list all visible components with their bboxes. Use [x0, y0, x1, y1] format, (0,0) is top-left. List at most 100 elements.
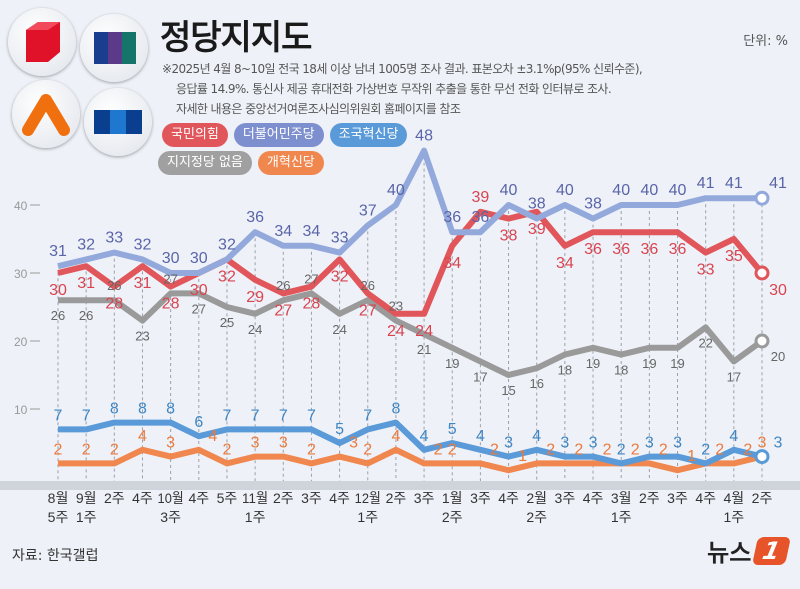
data-label: 38 — [528, 196, 546, 213]
x-tick-label: 3주 — [301, 490, 322, 506]
data-label: 7 — [279, 407, 288, 424]
data-label: 2 — [631, 441, 640, 458]
data-label: 2 — [307, 441, 316, 458]
data-label: 5 — [448, 421, 457, 438]
data-label: 39 — [472, 189, 490, 206]
data-label: 26 — [276, 278, 290, 293]
data-label: 3 — [774, 435, 783, 452]
data-label: 25 — [220, 315, 234, 330]
rebuilding-korea-party-logo — [84, 88, 152, 156]
data-label: 27 — [359, 302, 377, 319]
x-tick-label: 12월 — [355, 490, 381, 506]
data-label: 32 — [218, 268, 236, 285]
data-label: 2 — [617, 441, 626, 458]
x-tick-label: 5주 — [48, 509, 69, 525]
data-label: 41 — [769, 175, 787, 192]
x-tick-label: 3주 — [160, 509, 181, 525]
data-label: 30 — [190, 250, 208, 267]
data-label: 26 — [107, 278, 121, 293]
data-label: 7 — [363, 407, 372, 424]
data-label: 2 — [223, 441, 232, 458]
data-label: 7 — [82, 407, 91, 424]
data-label: 31 — [134, 275, 152, 292]
data-label: 30 — [769, 282, 787, 299]
brand-mark: 1 — [752, 536, 791, 565]
data-label: 36 — [246, 209, 264, 226]
data-label: 35 — [725, 248, 743, 265]
data-label: 23 — [135, 329, 149, 344]
data-label: 24 — [248, 322, 262, 337]
democratic-party-logo — [80, 14, 148, 82]
data-label: 22 — [698, 335, 712, 350]
data-label: 2 — [434, 441, 443, 458]
x-tick-label: 2주 — [639, 490, 660, 506]
data-label: 27 — [304, 271, 318, 286]
series-line — [57, 208, 765, 317]
data-label: 34 — [274, 223, 292, 240]
x-tick-label: 2주 — [752, 490, 773, 506]
data-label: 32 — [331, 268, 349, 285]
data-label: 16 — [529, 376, 543, 391]
x-tick-label: 2주 — [442, 509, 463, 525]
page-title: 정당지지도 — [160, 18, 312, 58]
data-label: 2 — [363, 441, 372, 458]
data-label: 34 — [303, 223, 321, 240]
data-label: 33 — [105, 230, 123, 247]
data-label: 31 — [77, 275, 95, 292]
data-label: 7 — [223, 407, 232, 424]
data-label: 8 — [110, 401, 119, 418]
y-tick-label: 10 — [14, 403, 28, 417]
data-label: 15 — [501, 383, 515, 398]
data-label: 18 — [558, 363, 572, 378]
legend-row-1: 국민의힘 더불어민주당 조국혁신당 — [162, 123, 408, 147]
series-line — [58, 446, 763, 474]
data-label: 40 — [640, 182, 658, 199]
data-label: 26 — [79, 308, 93, 323]
data-label: 2 — [603, 441, 612, 458]
data-label: 38 — [500, 228, 518, 245]
data-label: 28 — [162, 296, 180, 313]
data-label: 17 — [473, 369, 487, 384]
data-label: 18 — [614, 363, 628, 378]
data-label: 32 — [134, 236, 152, 253]
data-label: 8 — [138, 401, 147, 418]
x-tick-label: 1주 — [76, 509, 97, 525]
data-label: 19 — [642, 356, 656, 371]
data-label: 28 — [303, 296, 321, 313]
data-label: 24 — [415, 323, 433, 340]
data-label: 6 — [194, 414, 203, 431]
data-label: 20 — [771, 349, 785, 364]
legend-row-2: 지지정당 없음 개혁신당 — [158, 151, 324, 175]
data-label: 34 — [443, 255, 461, 272]
x-tick-label: 9월 — [76, 490, 97, 506]
legend-rebuilding: 조국혁신당 — [329, 123, 408, 147]
data-label: 4 — [532, 428, 541, 445]
endpoint-marker — [754, 190, 770, 206]
data-label: 3 — [504, 435, 513, 452]
data-label: 24 — [387, 323, 405, 340]
data-label: 40 — [669, 182, 687, 199]
data-label: 29 — [246, 289, 264, 306]
data-label: 30 — [49, 282, 67, 299]
x-tick-label: 1월 — [442, 490, 463, 506]
data-label: 3 — [645, 435, 654, 452]
legend-reform: 개혁신당 — [257, 151, 324, 175]
x-tick-label: 1주 — [724, 509, 745, 525]
data-label: 3 — [279, 435, 288, 452]
series-line — [57, 147, 762, 276]
reform-party-logo — [12, 80, 80, 148]
data-label: 32 — [218, 236, 236, 253]
data-label: 36 — [584, 241, 602, 258]
x-tick-label: 1주 — [245, 509, 266, 525]
endpoint-marker — [754, 333, 770, 349]
data-label: 2 — [82, 441, 91, 458]
x-tick-label: 8월 — [48, 490, 69, 506]
data-label: 8 — [391, 401, 400, 418]
data-label: 26 — [51, 308, 65, 323]
data-label: 3 — [166, 435, 175, 452]
legend-democratic: 더불어민주당 — [233, 123, 324, 147]
data-label: 4 — [420, 428, 429, 445]
data-label: 2 — [574, 441, 583, 458]
x-tick-label: 3월 — [611, 490, 632, 506]
